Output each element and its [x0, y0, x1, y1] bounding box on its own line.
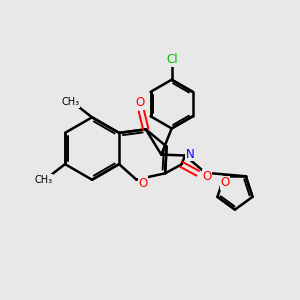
- Text: O: O: [136, 96, 145, 109]
- Text: N: N: [186, 148, 195, 160]
- Text: O: O: [138, 177, 148, 190]
- Text: Cl: Cl: [167, 53, 178, 66]
- Text: CH₃: CH₃: [34, 175, 52, 185]
- Text: O: O: [202, 170, 212, 183]
- Text: O: O: [220, 176, 230, 189]
- Text: CH₃: CH₃: [61, 98, 80, 107]
